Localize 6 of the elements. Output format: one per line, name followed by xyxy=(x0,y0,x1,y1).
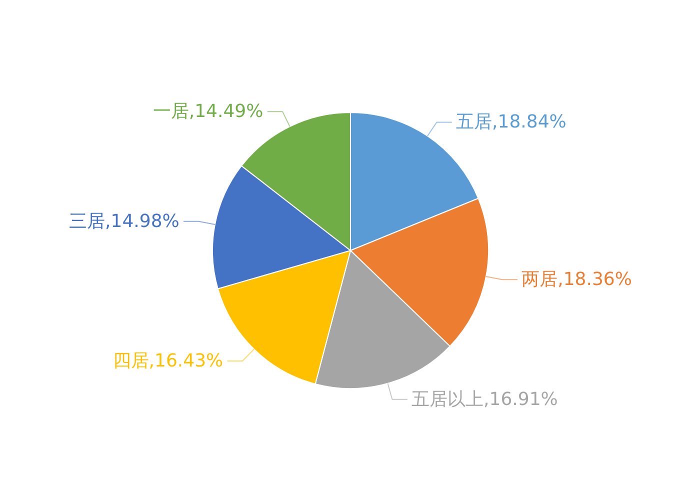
slice-label: 五居以上,16.91% xyxy=(412,388,558,410)
slice-label: 一居,14.49% xyxy=(152,101,264,122)
slice-label: 五居,18.84% xyxy=(456,112,566,133)
slice-label: 两居,18.36% xyxy=(522,269,632,290)
slice-label: 三居,14.98% xyxy=(69,210,180,232)
slice-label: 四居,16.43% xyxy=(112,350,224,372)
